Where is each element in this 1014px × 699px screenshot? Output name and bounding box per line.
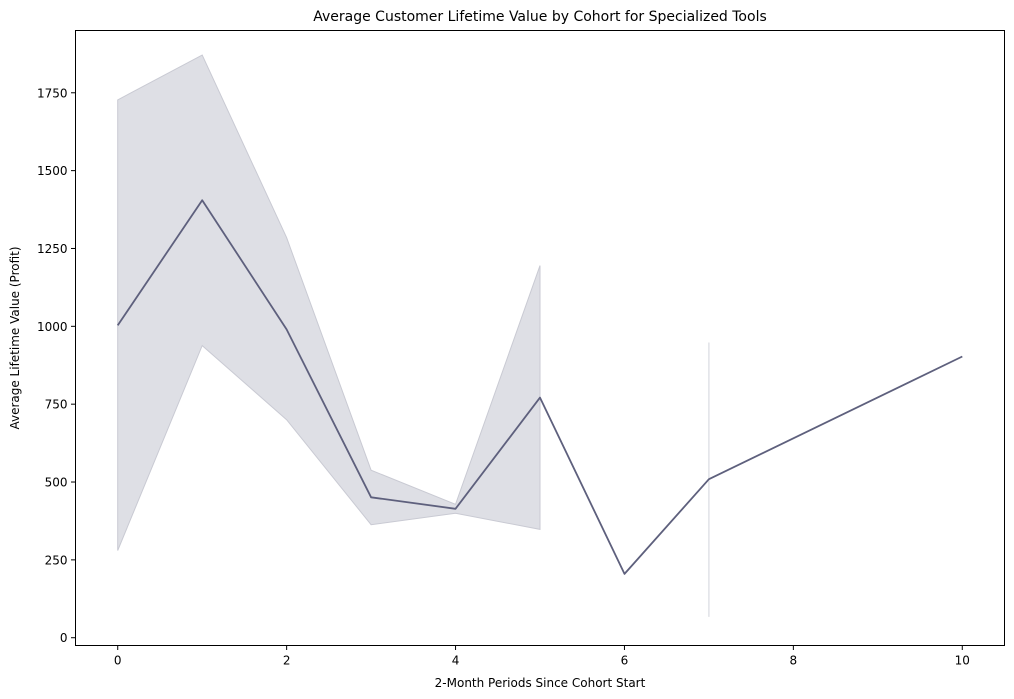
x-tick-label: 10 <box>955 654 970 668</box>
plot-frame <box>75 30 1005 646</box>
series-line <box>116 199 963 575</box>
chart-title: Average Customer Lifetime Value by Cohor… <box>313 9 767 25</box>
y-tick-label: 250 <box>45 553 68 567</box>
x-tick-label: 4 <box>452 654 460 668</box>
x-tick-label: 8 <box>790 654 798 668</box>
x-axis-label: 2-Month Periods Since Cohort Start <box>435 676 646 690</box>
y-tick-label: 500 <box>45 476 68 490</box>
x-tick-label: 0 <box>114 654 122 668</box>
x-tick-label: 6 <box>621 654 629 668</box>
y-tick-label: 1750 <box>37 86 68 100</box>
confidence-band <box>117 54 541 551</box>
x-axis: 0 2 4 6 8 10 <box>114 645 970 668</box>
y-tick-label: 750 <box>45 398 68 412</box>
y-axis-label: Average Lifetime Value (Profit) <box>8 246 22 429</box>
plot-area <box>116 54 963 617</box>
y-axis: 0 250 500 750 1000 1250 1500 1750 <box>37 86 76 645</box>
y-tick-label: 0 <box>60 631 68 645</box>
x-tick-label: 2 <box>283 654 291 668</box>
y-tick-label: 1500 <box>37 164 68 178</box>
y-tick-label: 1000 <box>37 320 68 334</box>
y-tick-label: 1250 <box>37 242 68 256</box>
